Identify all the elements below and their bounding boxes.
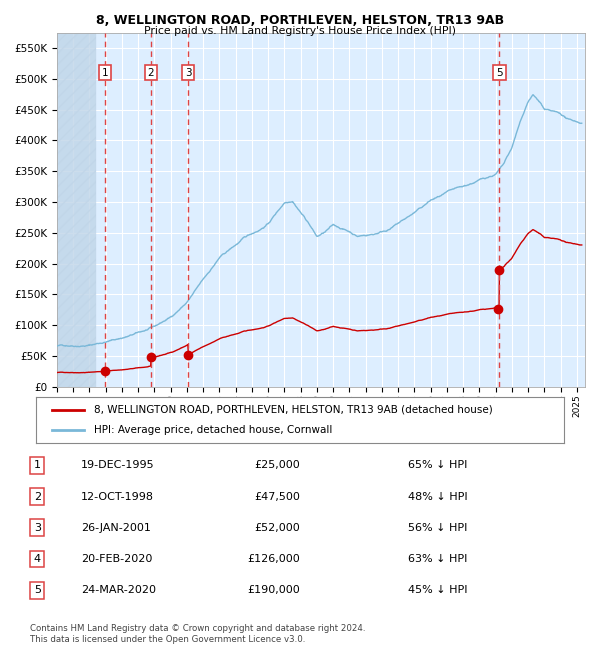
Text: 5: 5	[496, 68, 503, 77]
Text: 8, WELLINGTON ROAD, PORTHLEVEN, HELSTON, TR13 9AB (detached house): 8, WELLINGTON ROAD, PORTHLEVEN, HELSTON,…	[94, 404, 493, 415]
Text: 65% ↓ HPI: 65% ↓ HPI	[408, 460, 467, 471]
Text: 2: 2	[148, 68, 154, 77]
Text: 5: 5	[34, 585, 41, 595]
Text: Price paid vs. HM Land Registry's House Price Index (HPI): Price paid vs. HM Land Registry's House …	[144, 26, 456, 36]
Text: £126,000: £126,000	[247, 554, 300, 564]
Text: 4: 4	[34, 554, 41, 564]
Text: £52,000: £52,000	[254, 523, 300, 533]
Text: Contains HM Land Registry data © Crown copyright and database right 2024.
This d: Contains HM Land Registry data © Crown c…	[30, 624, 365, 644]
Text: 8, WELLINGTON ROAD, PORTHLEVEN, HELSTON, TR13 9AB: 8, WELLINGTON ROAD, PORTHLEVEN, HELSTON,…	[96, 14, 504, 27]
Text: 1: 1	[34, 460, 41, 471]
Text: 20-FEB-2020: 20-FEB-2020	[81, 554, 152, 564]
Text: £190,000: £190,000	[247, 585, 300, 595]
Text: 48% ↓ HPI: 48% ↓ HPI	[408, 491, 467, 502]
Text: 2: 2	[34, 491, 41, 502]
Text: 26-JAN-2001: 26-JAN-2001	[81, 523, 151, 533]
Text: 3: 3	[34, 523, 41, 533]
Text: 63% ↓ HPI: 63% ↓ HPI	[408, 554, 467, 564]
Text: 12-OCT-1998: 12-OCT-1998	[81, 491, 154, 502]
Text: £47,500: £47,500	[254, 491, 300, 502]
Text: 45% ↓ HPI: 45% ↓ HPI	[408, 585, 467, 595]
Text: £25,000: £25,000	[254, 460, 300, 471]
Text: HPI: Average price, detached house, Cornwall: HPI: Average price, detached house, Corn…	[94, 425, 332, 436]
Text: 3: 3	[185, 68, 191, 77]
Text: 24-MAR-2020: 24-MAR-2020	[81, 585, 156, 595]
Text: 1: 1	[102, 68, 109, 77]
Bar	[57, 32, 96, 387]
Text: 56% ↓ HPI: 56% ↓ HPI	[408, 523, 467, 533]
Text: 19-DEC-1995: 19-DEC-1995	[81, 460, 155, 471]
